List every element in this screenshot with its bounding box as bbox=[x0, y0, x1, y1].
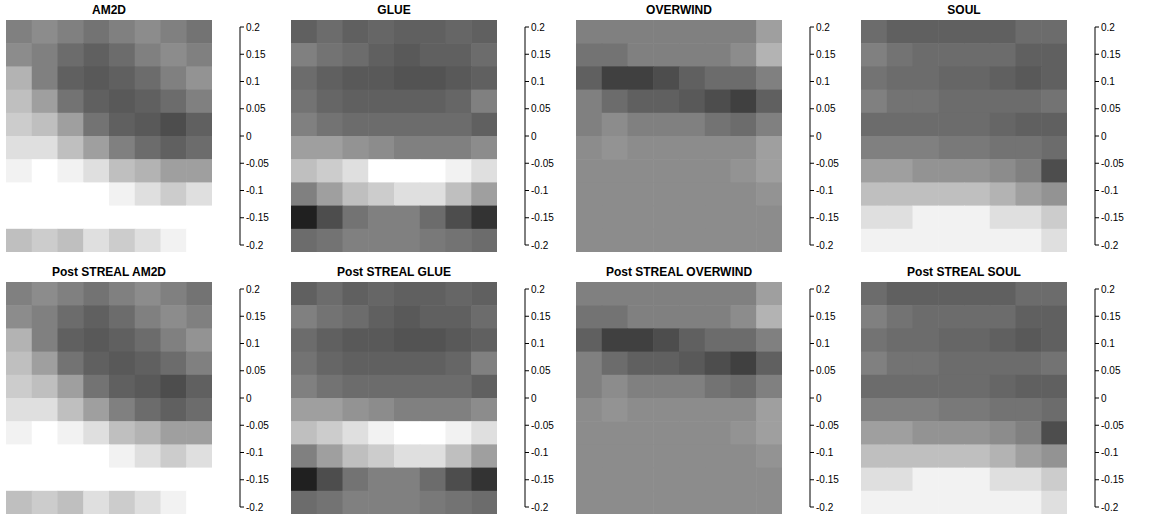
svg-text:0.05: 0.05 bbox=[816, 365, 836, 376]
svg-text:0.2: 0.2 bbox=[531, 284, 545, 295]
svg-text:-0.15: -0.15 bbox=[816, 474, 839, 485]
svg-text:-0.1: -0.1 bbox=[246, 185, 264, 196]
svg-text:0: 0 bbox=[816, 393, 822, 404]
svg-text:0.1: 0.1 bbox=[531, 338, 545, 349]
svg-text:0.15: 0.15 bbox=[1101, 311, 1121, 322]
svg-text:-0.2: -0.2 bbox=[531, 240, 549, 251]
svg-text:-0.15: -0.15 bbox=[531, 212, 554, 223]
svg-text:0.05: 0.05 bbox=[531, 103, 551, 114]
svg-text:0.2: 0.2 bbox=[1101, 284, 1115, 295]
svg-text:-0.05: -0.05 bbox=[531, 420, 554, 431]
svg-text:-0.15: -0.15 bbox=[531, 474, 554, 485]
html-text:Post STREAL AM2D: Post STREAL AM2D bbox=[52, 265, 166, 279]
html-text:AM2D: AM2D bbox=[92, 3, 126, 17]
svg-text:-0.05: -0.05 bbox=[531, 158, 554, 169]
svg-text:-0.15: -0.15 bbox=[246, 212, 269, 223]
svg-text:0.15: 0.15 bbox=[531, 311, 551, 322]
svg-text:0.05: 0.05 bbox=[246, 365, 266, 376]
svg-text:0.05: 0.05 bbox=[1101, 103, 1121, 114]
svg-text:0.1: 0.1 bbox=[1101, 76, 1115, 87]
svg-text:-0.2: -0.2 bbox=[246, 240, 264, 251]
html-text:Post STREAL OVERWIND: Post STREAL OVERWIND bbox=[605, 265, 753, 279]
svg-text:0.1: 0.1 bbox=[246, 338, 260, 349]
svg-text:0.15: 0.15 bbox=[246, 49, 266, 60]
svg-text:0.2: 0.2 bbox=[246, 22, 260, 33]
svg-text:0.15: 0.15 bbox=[816, 49, 836, 60]
svg-text:-0.2: -0.2 bbox=[531, 502, 549, 513]
svg-text:0.2: 0.2 bbox=[1101, 22, 1115, 33]
html-text:Post STREAL SOUL: Post STREAL SOUL bbox=[907, 265, 1021, 279]
svg-text:-0.05: -0.05 bbox=[246, 158, 269, 169]
svg-text:-0.1: -0.1 bbox=[531, 185, 549, 196]
svg-text:0.15: 0.15 bbox=[816, 311, 836, 322]
svg-text:0.2: 0.2 bbox=[246, 284, 260, 295]
html-text:OVERWIND: OVERWIND bbox=[646, 3, 712, 17]
html-text:SOUL: SOUL bbox=[947, 3, 981, 17]
svg-text:0.05: 0.05 bbox=[816, 103, 836, 114]
svg-text:-0.15: -0.15 bbox=[1101, 212, 1124, 223]
svg-text:-0.1: -0.1 bbox=[1101, 447, 1119, 458]
svg-text:-0.2: -0.2 bbox=[246, 502, 264, 513]
svg-text:-0.2: -0.2 bbox=[816, 502, 834, 513]
svg-text:-0.15: -0.15 bbox=[1101, 474, 1124, 485]
svg-text:0.05: 0.05 bbox=[1101, 365, 1121, 376]
svg-text:0.1: 0.1 bbox=[531, 76, 545, 87]
svg-text:-0.2: -0.2 bbox=[816, 240, 834, 251]
svg-text:-0.05: -0.05 bbox=[1101, 420, 1124, 431]
html-text:GLUE: GLUE bbox=[377, 3, 411, 17]
svg-text:0: 0 bbox=[816, 131, 822, 142]
svg-text:-0.05: -0.05 bbox=[816, 158, 839, 169]
svg-text:0: 0 bbox=[1101, 131, 1107, 142]
svg-text:0.1: 0.1 bbox=[816, 338, 830, 349]
svg-text:0: 0 bbox=[531, 393, 537, 404]
svg-text:0.2: 0.2 bbox=[531, 22, 545, 33]
svg-text:0.15: 0.15 bbox=[1101, 49, 1121, 60]
svg-text:0.05: 0.05 bbox=[531, 365, 551, 376]
svg-text:-0.2: -0.2 bbox=[1101, 502, 1119, 513]
svg-text:0.15: 0.15 bbox=[531, 49, 551, 60]
svg-text:0.15: 0.15 bbox=[246, 311, 266, 322]
svg-text:0.2: 0.2 bbox=[816, 284, 830, 295]
svg-text:-0.1: -0.1 bbox=[816, 185, 834, 196]
svg-text:0: 0 bbox=[1101, 393, 1107, 404]
svg-text:-0.05: -0.05 bbox=[1101, 158, 1124, 169]
svg-text:0: 0 bbox=[246, 131, 252, 142]
svg-text:-0.1: -0.1 bbox=[816, 447, 834, 458]
html-text:Post STREAL GLUE: Post STREAL GLUE bbox=[337, 265, 451, 279]
svg-text:-0.15: -0.15 bbox=[816, 212, 839, 223]
svg-text:-0.1: -0.1 bbox=[531, 447, 549, 458]
svg-text:-0.1: -0.1 bbox=[246, 447, 264, 458]
svg-text:0: 0 bbox=[246, 393, 252, 404]
svg-text:0.05: 0.05 bbox=[246, 103, 266, 114]
svg-text:0.1: 0.1 bbox=[1101, 338, 1115, 349]
svg-text:0.1: 0.1 bbox=[816, 76, 830, 87]
svg-text:-0.05: -0.05 bbox=[816, 420, 839, 431]
svg-text:-0.15: -0.15 bbox=[246, 474, 269, 485]
svg-text:0: 0 bbox=[531, 131, 537, 142]
svg-text:0.1: 0.1 bbox=[246, 76, 260, 87]
svg-text:0.2: 0.2 bbox=[816, 22, 830, 33]
svg-text:-0.1: -0.1 bbox=[1101, 185, 1119, 196]
svg-text:-0.05: -0.05 bbox=[246, 420, 269, 431]
svg-text:-0.2: -0.2 bbox=[1101, 240, 1119, 251]
